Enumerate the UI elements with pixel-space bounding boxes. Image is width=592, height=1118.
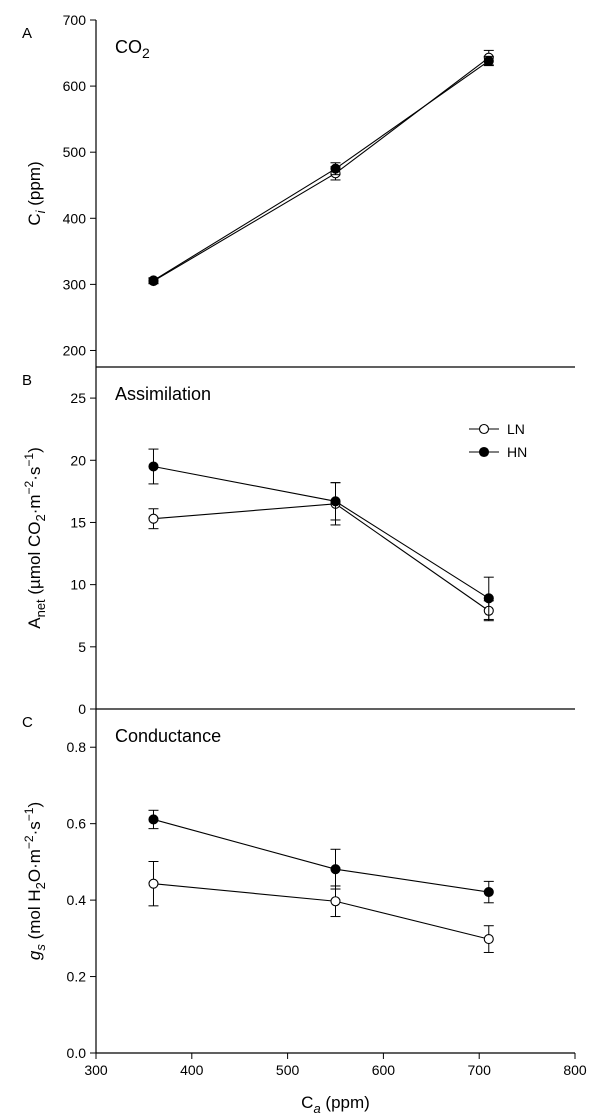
y-tick-label: 20 (70, 452, 86, 468)
y-tick-label: 600 (63, 78, 87, 94)
y-tick-label: 500 (63, 144, 87, 160)
y-tick-label: 0.6 (67, 816, 87, 832)
series-line (153, 503, 490, 612)
data-point (483, 593, 494, 604)
series-ln (148, 49, 494, 287)
y-tick-label: 0.4 (67, 892, 87, 908)
y-tick-label: 25 (70, 390, 86, 406)
series-line (153, 465, 490, 599)
data-point (330, 163, 341, 174)
panel-a: 200 300 400 500 600 700 A CO2 Ci (ppm) (22, 12, 575, 368)
y-tick-label: 200 (63, 342, 87, 358)
series-hn (148, 448, 494, 620)
data-point (148, 275, 159, 286)
series-hn (148, 55, 494, 286)
data-point (330, 896, 341, 907)
data-point (483, 887, 494, 898)
panel-letter: A (22, 25, 32, 42)
y-tick-label: 10 (70, 577, 86, 593)
legend-label: LN (507, 421, 525, 437)
data-point (148, 878, 159, 889)
series-line (153, 60, 490, 281)
data-point (483, 55, 494, 67)
x-tick-label: 300 (84, 1062, 108, 1078)
series-line (153, 57, 490, 282)
x-tick-label: 800 (563, 1062, 587, 1078)
panel-c: 0.0 0.2 0.4 0.6 0.8 C Conductance gs (mol H2O·m… (22, 714, 587, 1116)
panel-title: CO2 (115, 37, 150, 61)
panel-letter: B (22, 372, 32, 389)
y-tick-label: 0.0 (67, 1045, 87, 1061)
y-tick-label: 700 (63, 12, 87, 28)
y-tick-label: 15 (70, 514, 86, 530)
y-axis-label: Anet (µmol CO2·m−2·s−1) (22, 447, 48, 629)
series-ln (148, 482, 494, 622)
data-point (148, 513, 159, 524)
series-line (153, 818, 489, 893)
x-axis-label: Ca (ppm) (301, 1093, 370, 1116)
y-axis-label: Ci (ppm) (25, 161, 48, 225)
y-tick-label: 0.8 (67, 739, 87, 755)
panel-letter: C (22, 714, 33, 731)
series-ln (148, 861, 494, 953)
legend-label: HN (507, 444, 527, 460)
data-point (330, 496, 341, 507)
data-point (483, 934, 494, 945)
x-tick-label: 600 (372, 1062, 396, 1078)
x-tick-label: 400 (180, 1062, 204, 1078)
y-tick-label: 0.2 (67, 969, 87, 985)
x-tick-label: 700 (468, 1062, 492, 1078)
y-tick-label: 300 (63, 276, 87, 292)
y-tick-label: 0 (78, 701, 86, 717)
panel-title: Conductance (115, 726, 221, 746)
data-point (330, 864, 341, 875)
series-hn (148, 809, 494, 904)
legend-marker (478, 446, 490, 458)
panel-title: Assimilation (115, 384, 211, 404)
y-tick-label: 5 (78, 639, 86, 655)
series-line (153, 883, 489, 940)
y-tick-label: 400 (63, 210, 87, 226)
y-axis-label: gs (mol H2O·m−2·s−1) (22, 802, 48, 960)
x-tick-label: 500 (276, 1062, 300, 1078)
legend: LN HN (469, 421, 527, 460)
data-point (148, 814, 159, 825)
data-point (148, 461, 159, 472)
legend-marker (478, 423, 490, 435)
panel-b: 0 5 10 15 20 25 B Assimilation Anet (µmol CO2·m−… (22, 372, 575, 717)
